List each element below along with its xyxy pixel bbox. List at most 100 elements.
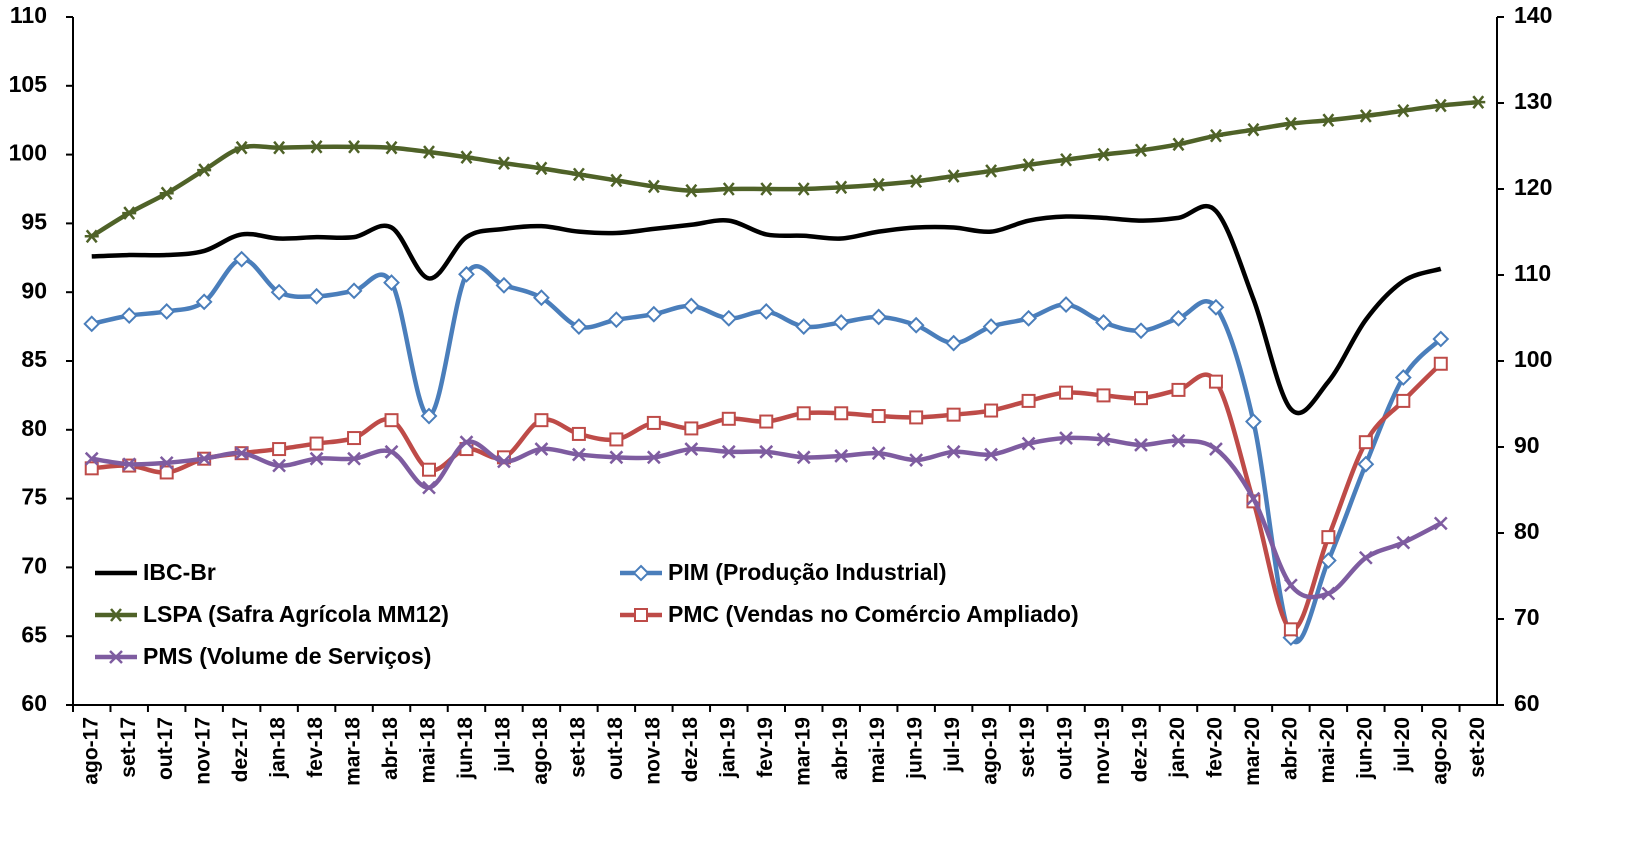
x-tick-label: dez-19	[1129, 717, 1152, 782]
marker	[84, 451, 99, 466]
marker	[1432, 330, 1450, 348]
marker	[832, 314, 850, 331]
marker	[1021, 436, 1036, 451]
marker	[945, 334, 963, 352]
x-tick-label: mar-19	[791, 717, 814, 786]
marker	[946, 407, 961, 422]
marker	[871, 446, 886, 461]
marker	[347, 140, 362, 154]
marker	[1433, 516, 1448, 531]
x-tick-label: jan-18	[267, 717, 290, 779]
y-tick-label: 110	[10, 2, 47, 28]
marker	[384, 444, 399, 459]
y-tick-label: 105	[9, 71, 48, 97]
legend-label: PMS (Volume de Serviços)	[143, 643, 431, 669]
x-tick-label: out-19	[1054, 717, 1077, 780]
marker	[534, 161, 549, 176]
x-tick-label: dez-17	[229, 717, 252, 782]
marker	[646, 415, 661, 430]
marker	[120, 307, 138, 325]
marker	[757, 303, 775, 320]
marker	[632, 564, 650, 582]
y2-tick-label: 80	[1514, 518, 1540, 544]
marker	[347, 451, 361, 466]
marker	[759, 182, 774, 196]
marker	[272, 458, 286, 473]
marker	[609, 432, 624, 447]
marker	[495, 276, 513, 294]
y2-tick-label: 120	[1514, 174, 1552, 200]
marker	[645, 305, 663, 323]
x-tick-label: set-17	[117, 717, 140, 778]
marker	[459, 150, 474, 164]
marker	[1396, 103, 1411, 118]
marker	[946, 444, 961, 459]
marker	[796, 406, 811, 421]
x-tick-label: out-18	[604, 717, 627, 780]
y-tick-label: 90	[21, 277, 47, 303]
marker	[1209, 442, 1223, 456]
marker	[1246, 491, 1261, 506]
marker	[1096, 432, 1111, 447]
x-tick-label: set-20	[1466, 717, 1489, 778]
marker	[309, 140, 324, 154]
marker	[109, 650, 123, 664]
marker	[1134, 143, 1148, 158]
y2-tick-label: 110	[1514, 260, 1551, 286]
marker	[159, 465, 174, 480]
marker	[1433, 356, 1448, 371]
y2-tick-label: 90	[1514, 432, 1540, 458]
marker	[1358, 435, 1373, 450]
marker	[1358, 109, 1373, 123]
marker	[347, 431, 362, 446]
marker	[1433, 98, 1448, 113]
marker	[1171, 137, 1186, 152]
marker	[1132, 322, 1150, 340]
legend-label: PIM (Produção Industrial)	[668, 559, 947, 585]
marker	[309, 451, 324, 466]
marker	[721, 411, 736, 426]
y-tick-label: 85	[21, 346, 47, 372]
x-tick-label: ago-17	[79, 717, 102, 785]
marker	[759, 414, 774, 429]
x-tick-label: ago-18	[529, 717, 552, 785]
x-tick-label: fev-18	[304, 717, 327, 778]
marker	[871, 177, 886, 192]
marker	[571, 167, 586, 182]
x-tick-label: dez-18	[679, 717, 702, 783]
legend-label: LSPA (Safra Agrícola MM12)	[143, 601, 449, 627]
marker	[607, 311, 625, 329]
marker	[272, 442, 287, 457]
marker	[1396, 535, 1411, 550]
marker	[308, 287, 325, 305]
marker	[1134, 391, 1148, 406]
marker	[907, 316, 925, 334]
marker	[345, 282, 363, 300]
marker	[572, 447, 586, 462]
x-tick-label: jun-18	[454, 717, 477, 780]
marker	[272, 140, 287, 155]
x-tick-label: jul-18	[491, 717, 514, 773]
marker	[870, 308, 888, 326]
marker	[946, 169, 961, 183]
marker	[909, 453, 924, 467]
marker	[982, 318, 1000, 336]
x-tick-label: mar-18	[342, 717, 365, 786]
marker	[1321, 530, 1336, 545]
marker	[984, 403, 999, 418]
marker	[122, 206, 137, 220]
marker	[270, 283, 288, 301]
x-tick-label: mai-18	[417, 717, 440, 784]
marker	[609, 450, 624, 465]
marker	[1059, 385, 1074, 400]
marker	[1245, 413, 1262, 430]
x-tick-label: nov-17	[192, 717, 215, 785]
marker	[384, 140, 399, 155]
y2-tick-label: 70	[1514, 604, 1540, 630]
marker	[682, 297, 700, 315]
marker	[109, 608, 123, 622]
series-line	[90, 99, 1479, 239]
marker	[646, 450, 661, 465]
marker	[795, 318, 813, 336]
marker	[571, 426, 586, 441]
